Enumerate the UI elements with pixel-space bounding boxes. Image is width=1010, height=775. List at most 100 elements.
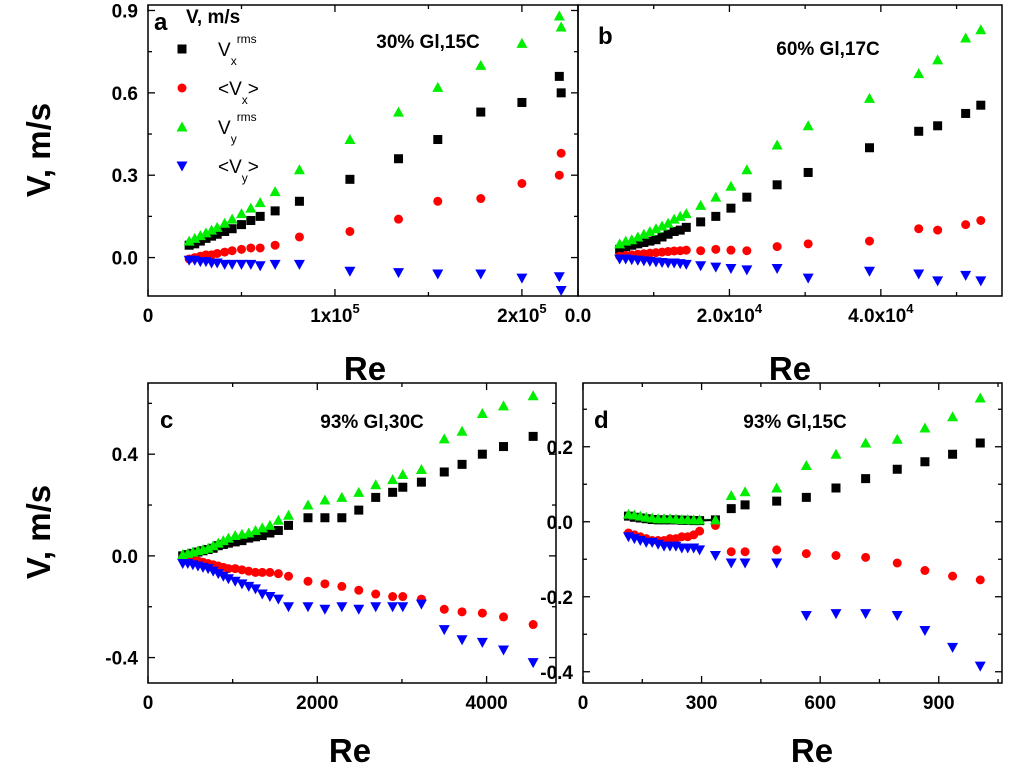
- legend-label: <Vy>: [218, 157, 259, 185]
- data-point: [621, 242, 631, 252]
- data-point: [226, 213, 238, 224]
- panel-label: b: [598, 23, 613, 50]
- data-point: [742, 192, 752, 202]
- data-point: [650, 223, 662, 234]
- data-point: [662, 217, 674, 228]
- data-point: [320, 513, 330, 523]
- data-point: [370, 479, 382, 490]
- y-tick-label: 0.0: [112, 249, 138, 270]
- data-point: [250, 524, 262, 535]
- data-point: [674, 210, 686, 221]
- data-point: [656, 220, 668, 231]
- data-point: [217, 571, 229, 582]
- data-point: [230, 564, 240, 574]
- data-point: [475, 269, 487, 280]
- panel-label: c: [160, 407, 173, 434]
- data-point: [627, 240, 637, 250]
- panel-annotation: 60% Gl,17C: [776, 39, 880, 60]
- panel-label: a: [154, 9, 168, 36]
- data-point: [254, 197, 266, 208]
- data-point: [663, 229, 673, 239]
- legend-entry-Vx_mean: <Vx>: [177, 79, 259, 107]
- data-point: [223, 564, 233, 574]
- data-point: [336, 602, 348, 613]
- data-point: [709, 551, 721, 561]
- x-tick-label: 900: [923, 693, 955, 714]
- legend-entry-Vy_mean: <Vy>: [176, 157, 259, 185]
- data-point: [477, 608, 487, 618]
- data-point: [345, 226, 355, 236]
- data-point: [219, 259, 231, 270]
- data-point: [725, 490, 737, 500]
- data-point: [726, 504, 736, 514]
- data-point: [371, 589, 381, 599]
- data-point: [772, 545, 782, 555]
- data-point: [553, 10, 565, 21]
- series-Vy_mean: [614, 254, 987, 287]
- data-point: [237, 565, 247, 575]
- data-point: [499, 612, 509, 622]
- data-point: [976, 100, 986, 110]
- data-point: [800, 460, 812, 470]
- data-point: [861, 474, 871, 484]
- data-point: [913, 68, 925, 79]
- panel-label: d: [594, 407, 609, 434]
- data-point: [830, 609, 842, 620]
- data-point: [644, 225, 656, 236]
- data-point: [553, 272, 565, 283]
- data-point: [695, 199, 707, 210]
- data-point: [293, 164, 305, 175]
- data-point: [189, 232, 201, 243]
- series-Vy_mean: [177, 559, 539, 669]
- data-point: [207, 540, 219, 551]
- data-point: [771, 482, 783, 493]
- data-point: [861, 552, 871, 562]
- data-point: [251, 567, 261, 577]
- data-point: [860, 437, 872, 448]
- data-point: [710, 191, 722, 202]
- data-point: [975, 575, 985, 585]
- x-axis-label: Re: [329, 732, 371, 769]
- legend-label: Vyrms: [218, 110, 257, 146]
- data-point: [432, 269, 444, 280]
- x-tick-label: 600: [804, 693, 836, 714]
- data-point: [975, 276, 987, 287]
- data-point: [681, 222, 691, 232]
- data-point: [254, 261, 266, 272]
- series-Vy_rms: [622, 392, 986, 525]
- data-point: [556, 148, 566, 158]
- data-point: [831, 483, 841, 493]
- data-point: [554, 71, 564, 81]
- data-point: [741, 164, 753, 175]
- x-tick-label: 1x105: [310, 301, 360, 327]
- data-point: [183, 235, 195, 246]
- panel-b: 0.0 2.0x104 4.0x104 Re b 60% Gl,17C: [565, 4, 1003, 387]
- data-point: [243, 581, 255, 592]
- data-point: [354, 585, 364, 595]
- legend-title: V, m/s: [186, 7, 240, 28]
- data-point: [371, 492, 381, 502]
- data-point: [772, 496, 782, 506]
- data-point: [892, 464, 902, 474]
- x-axis-label: Re: [344, 350, 386, 387]
- x-tick-label: 300: [686, 693, 718, 714]
- data-point: [476, 107, 486, 117]
- data-point: [353, 486, 365, 497]
- data-point: [206, 224, 218, 235]
- data-point: [726, 547, 736, 557]
- data-point: [948, 449, 958, 459]
- data-point: [236, 244, 246, 254]
- legend-label: Vxrms: [218, 32, 257, 68]
- data-point: [528, 431, 538, 441]
- data-point: [891, 611, 903, 621]
- data-point: [633, 239, 643, 249]
- x-tick-label: 0.0: [565, 306, 591, 327]
- data-point: [284, 571, 294, 581]
- data-point: [235, 208, 247, 219]
- data-point: [393, 268, 405, 279]
- data-point: [694, 545, 706, 556]
- data-point: [527, 658, 539, 669]
- data-point: [680, 259, 692, 270]
- series-Vy_mean: [183, 255, 567, 297]
- y-tick-label: 0.6: [112, 84, 138, 105]
